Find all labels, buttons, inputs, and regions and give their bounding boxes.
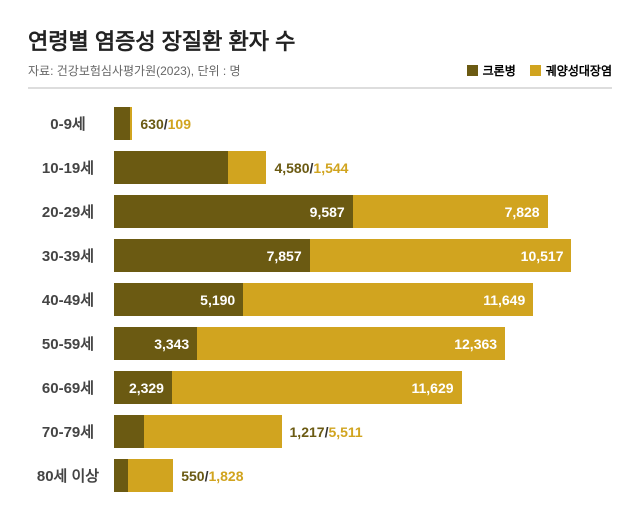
bar-series2 [144,415,281,448]
category-label: 70-79세 [28,421,114,442]
bar-series1: 7,857 [114,239,310,272]
category-label: 30-39세 [28,245,114,266]
bar-series2 [130,107,133,140]
chart-rows: 0-9세 630/109 10-19세 4,580/1,544 20-29세 9,587 7… [28,107,612,492]
bar-series1: 2,329 [114,371,172,404]
bar-zone: 1,217/5,511 [114,415,612,448]
value-label-series1: 9,587 [310,204,345,220]
bar-series1 [114,107,130,140]
category-label: 10-19세 [28,157,114,178]
bar-zone: 7,857 10,517 [114,239,612,272]
bar-series1: 9,587 [114,195,353,228]
chart-title: 연령별 염증성 장질환 환자 수 [28,24,612,56]
bar-series2: 7,828 [353,195,548,228]
bar-series2: 10,517 [310,239,572,272]
bar-zone: 4,580/1,544 [114,151,612,184]
bar-series2: 11,649 [243,283,533,316]
legend-label-series1: 크론병 [483,62,516,79]
value-label-series2: 1,544 [313,160,348,176]
legend-item-series1: 크론병 [467,62,516,79]
value-label-series2: 12,363 [454,336,497,352]
bar-series1: 5,190 [114,283,243,316]
external-value-label: 1,217/5,511 [290,424,363,440]
legend-swatch-series1 [467,65,478,76]
chart-row: 60-69세 2,329 11,629 [28,371,612,404]
bar-zone: 5,190 11,649 [114,283,612,316]
subtitle-row: 자료: 건강보험심사평가원(2023), 단위 : 명 크론병 궤양성대장염 [28,62,612,79]
bar-series1 [114,415,144,448]
bar-series2: 11,629 [172,371,462,404]
legend: 크론병 궤양성대장염 [467,62,612,79]
value-label-series1: 2,329 [129,380,164,396]
external-value-label: 4,580/1,544 [274,160,348,176]
external-value-label: 550/1,828 [181,468,243,484]
value-label-series1: 4,580 [274,160,309,176]
value-label-series1: 550 [181,468,204,484]
category-label: 80세 이상 [28,465,114,486]
category-label: 60-69세 [28,377,114,398]
bar-zone: 2,329 11,629 [114,371,612,404]
value-label-series2: 109 [168,116,191,132]
bar-series2 [228,151,266,184]
chart-row: 40-49세 5,190 11,649 [28,283,612,316]
chart-row: 50-59세 3,343 12,363 [28,327,612,360]
external-value-label: 630/109 [140,116,191,132]
bar-series1 [114,151,228,184]
divider [28,87,612,89]
value-label-series2: 1,828 [208,468,243,484]
category-label: 50-59세 [28,333,114,354]
value-label-series1: 5,190 [200,292,235,308]
chart-row: 30-39세 7,857 10,517 [28,239,612,272]
category-label: 20-29세 [28,201,114,222]
bar-zone: 550/1,828 [114,459,612,492]
value-label-series2: 11,629 [411,380,453,396]
chart-row: 20-29세 9,587 7,828 [28,195,612,228]
bar-series1 [114,459,128,492]
bar-series1: 3,343 [114,327,197,360]
chart-row: 70-79세 1,217/5,511 [28,415,612,448]
bar-series2 [128,459,174,492]
value-label-series1: 3,343 [154,336,189,352]
bar-zone: 9,587 7,828 [114,195,612,228]
chart-source: 자료: 건강보험심사평가원(2023), 단위 : 명 [28,62,241,79]
value-label-series1: 630 [140,116,163,132]
legend-item-series2: 궤양성대장염 [530,62,612,79]
legend-swatch-series2 [530,65,541,76]
bar-zone: 3,343 12,363 [114,327,612,360]
chart-row: 80세 이상 550/1,828 [28,459,612,492]
value-label-series2: 7,828 [505,204,540,220]
value-label-series1: 1,217 [290,424,325,440]
value-label-series2: 11,649 [483,292,525,308]
value-label-series2: 5,511 [328,424,362,440]
bar-zone: 630/109 [114,107,612,140]
legend-label-series2: 궤양성대장염 [546,62,612,79]
chart-row: 10-19세 4,580/1,544 [28,151,612,184]
bar-series2: 12,363 [197,327,505,360]
category-label: 40-49세 [28,289,114,310]
value-label-series1: 7,857 [267,248,302,264]
category-label: 0-9세 [28,113,114,134]
chart-row: 0-9세 630/109 [28,107,612,140]
value-label-series2: 10,517 [521,248,564,264]
